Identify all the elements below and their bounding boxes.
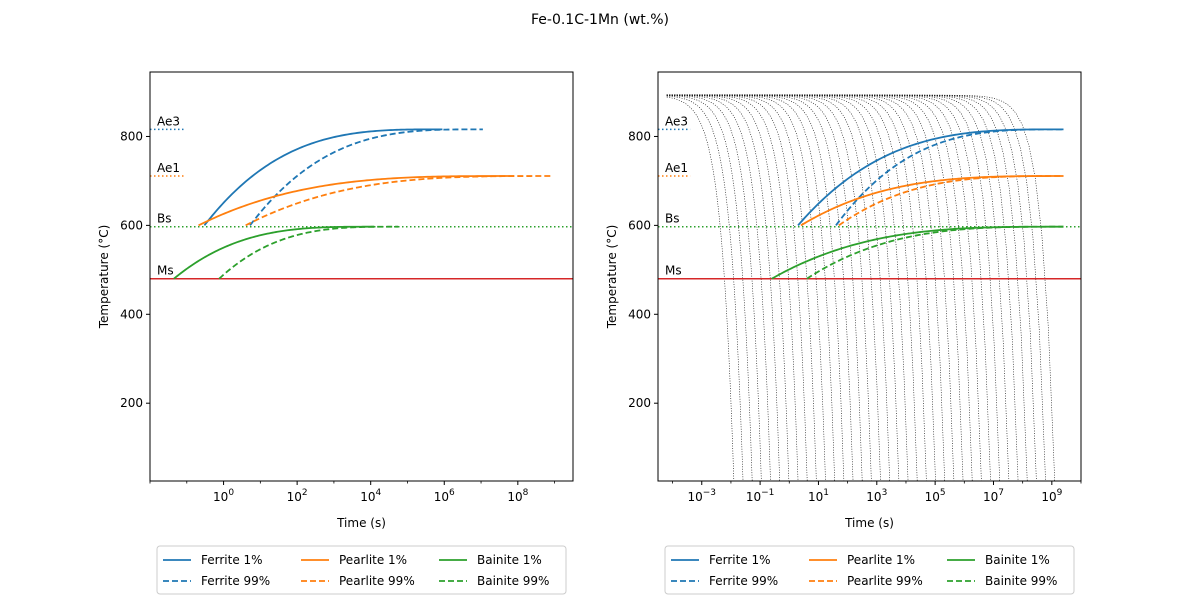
curve-bainite-99- — [806, 225, 1064, 280]
curve-ferrite-99- — [249, 128, 483, 226]
plot-area — [658, 94, 1081, 481]
legend-label: Ferrite 1% — [709, 553, 771, 567]
curve-pearlite-99- — [838, 175, 1064, 227]
cooling-curve — [666, 94, 1010, 481]
legend-label: Ferrite 1% — [201, 553, 263, 567]
cooling-curve — [666, 94, 771, 481]
cooling-curve — [666, 94, 808, 481]
axes-frame — [149, 71, 574, 482]
x-tick-label: 105 — [925, 488, 946, 504]
legend-label: Pearlite 1% — [339, 553, 407, 567]
x-tick-label: 100 — [213, 488, 234, 504]
legend-label: Bainite 99% — [985, 574, 1057, 588]
cooling-curve — [666, 94, 780, 481]
cooling-curve — [666, 94, 891, 481]
left-chart-panel: Ae3 Ae1 Bs Ms 100 102 104 106 108 200 400 600 800 Tim… — [97, 71, 574, 595]
curve-ferrite-99- — [835, 128, 1064, 226]
cooling-curve — [666, 94, 799, 481]
curve-pearlite-99- — [245, 175, 551, 227]
cooling-curve — [666, 94, 936, 481]
y-tick-label: 800 — [628, 129, 651, 143]
x-tick-label: 107 — [983, 488, 1004, 504]
curve-bainite-1- — [173, 225, 375, 280]
hline-label-ms: Ms — [157, 264, 174, 278]
x-tick-label: 104 — [360, 488, 381, 504]
legend-label: Pearlite 99% — [339, 574, 415, 588]
legend: Ferrite 1% Pearlite 1% Bainite 1% Ferrite 9… — [156, 545, 567, 595]
curve-bainite-99- — [218, 225, 399, 280]
x-tick-label: 103 — [866, 488, 887, 504]
y-tick-label: 800 — [120, 129, 143, 143]
legend-label: Pearlite 1% — [847, 553, 915, 567]
x-tick-label: 10−1 — [746, 488, 775, 504]
hline-label-ms: Ms — [665, 264, 682, 278]
y-tick-label: 200 — [628, 396, 651, 410]
cooling-curve — [666, 94, 991, 481]
y-tick-label: 400 — [628, 307, 651, 321]
legend-box — [664, 545, 1075, 595]
cooling-curve — [666, 94, 817, 481]
curve-pearlite-1- — [198, 175, 515, 227]
x-tick-label: 102 — [287, 488, 308, 504]
hline-label-ae1: Ae1 — [665, 161, 688, 175]
x-tick-label: 106 — [434, 488, 455, 504]
cooling-curve — [666, 94, 1028, 481]
cooling-curve — [666, 94, 909, 481]
cooling-curve — [666, 94, 1037, 481]
right-chart-panel: Ae3 Ae1 Bs Ms 10−3 10−1 101 103 105 107 109 200 400 6… — [605, 71, 1082, 595]
x-axis-label: Time (s) — [336, 516, 386, 530]
hline-label-bs: Bs — [665, 212, 679, 226]
x-axis-label: Time (s) — [844, 516, 894, 530]
legend: Ferrite 1% Pearlite 1% Bainite 1% Ferrite 9… — [664, 545, 1075, 595]
legend-label: Pearlite 99% — [847, 574, 923, 588]
legend-label: Bainite 99% — [477, 574, 549, 588]
cooling-curve — [666, 94, 1056, 481]
curve-ferrite-1- — [797, 128, 1064, 226]
legend-label: Ferrite 99% — [201, 574, 270, 588]
figure-suptitle: Fe-0.1C-1Mn (wt.%) — [531, 12, 669, 28]
cooling-curve — [666, 94, 790, 481]
cooling-curve — [666, 96, 735, 481]
cooling-curve — [666, 94, 845, 481]
legend-label: Bainite 1% — [985, 553, 1050, 567]
cooling-curve — [666, 94, 863, 481]
cooling-curve — [666, 94, 900, 481]
cooling-curve — [666, 94, 918, 481]
y-tick-label: 600 — [120, 218, 143, 232]
x-tick-label: 101 — [808, 488, 829, 504]
cooling-curve — [666, 94, 881, 481]
x-tick-label: 109 — [1041, 488, 1062, 504]
y-axis-label: Temperature (°C) — [97, 225, 111, 330]
legend-box — [156, 545, 567, 595]
legend-label: Ferrite 99% — [709, 574, 778, 588]
hline-label-ae3: Ae3 — [665, 114, 688, 128]
cooling-curve — [666, 94, 835, 481]
legend-label: Bainite 1% — [477, 553, 542, 567]
cooling-curve — [666, 94, 955, 481]
cooling-curve — [666, 94, 1001, 481]
cooling-curve — [666, 94, 973, 481]
hline-label-ae1: Ae1 — [157, 161, 180, 175]
cooling-curve — [666, 94, 946, 481]
hline-label-ae3: Ae3 — [157, 114, 180, 128]
cooling-curve — [666, 95, 753, 481]
x-tick-label: 10−3 — [687, 488, 716, 504]
cooling-curve — [666, 94, 826, 481]
cooling-curve — [666, 94, 872, 481]
axes-frame — [657, 71, 1082, 482]
cooling-curve — [666, 95, 744, 481]
cooling-curve — [666, 95, 762, 481]
y-tick-label: 200 — [120, 396, 143, 410]
plot-area — [150, 128, 573, 280]
cooling-curve — [666, 94, 1019, 481]
curve-ferrite-1- — [203, 128, 443, 226]
y-axis-label: Temperature (°C) — [605, 225, 619, 330]
x-tick-label: 108 — [507, 488, 528, 504]
cooling-curve — [666, 94, 982, 481]
y-tick-label: 600 — [628, 218, 651, 232]
hline-label-bs: Bs — [157, 212, 171, 226]
cooling-curve — [666, 94, 854, 481]
y-tick-label: 400 — [120, 307, 143, 321]
